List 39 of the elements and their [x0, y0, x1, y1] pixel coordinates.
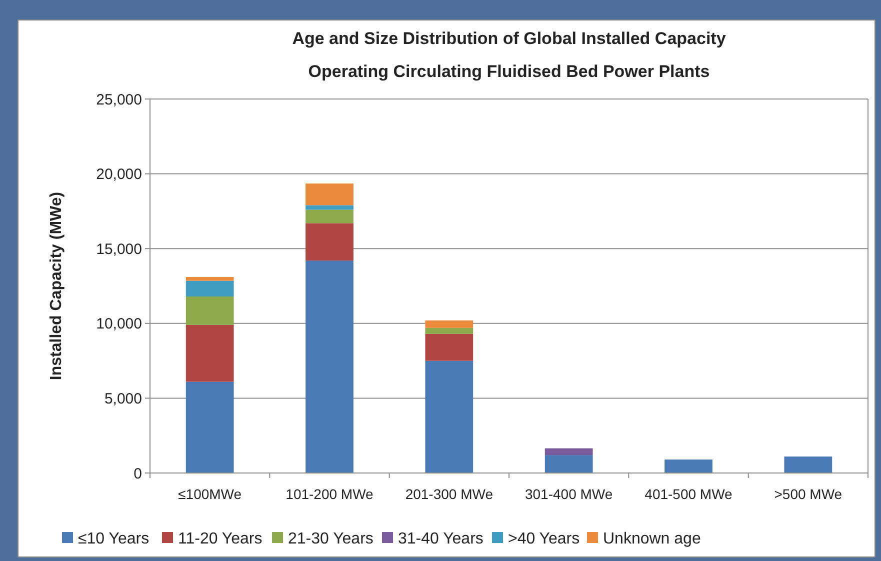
bar	[784, 456, 832, 473]
legend-label: >40 Years	[508, 530, 580, 548]
y-tick-label: 25,000	[96, 91, 142, 108]
legend-label: ≤10 Years	[78, 530, 150, 548]
bar	[186, 324, 234, 382]
bar	[425, 328, 474, 334]
chart-title: Age and Size Distribution of Global Installed Capacity	[292, 29, 726, 48]
y-axis-title: Installed Capacity (MWe)	[48, 192, 65, 380]
legend-label: 31-40 Years	[398, 530, 484, 548]
y-tick-label: 5,000	[104, 390, 142, 408]
bar	[186, 280, 234, 296]
bar	[186, 277, 234, 281]
bar	[664, 460, 712, 473]
bar	[186, 296, 234, 325]
x-tick-label: 201-300 MWe	[405, 486, 494, 502]
bar	[306, 184, 354, 206]
bar	[425, 334, 474, 361]
bar	[544, 455, 593, 473]
bar	[425, 320, 474, 328]
x-tick-label: 401-500 MWe	[644, 486, 733, 502]
bar	[306, 223, 354, 261]
y-tick-label: 15,000	[96, 240, 142, 258]
legend-label: Unknown age	[603, 530, 701, 548]
x-tick-label: 101-200 MWe	[286, 486, 374, 502]
x-tick-label: ≤100MWe	[178, 486, 242, 502]
bar	[306, 260, 354, 473]
bar	[544, 448, 593, 456]
bar	[425, 360, 474, 473]
chart-subtitle: Operating Circulating Fluidised Bed Power Plants	[308, 62, 710, 81]
x-tick-label: >500 MWe	[774, 486, 842, 502]
y-tick-label: 0	[134, 465, 142, 482]
bar	[186, 382, 234, 473]
bar	[306, 205, 354, 210]
x-tick-label: 301-400 MWe	[524, 486, 613, 502]
legend-label: 11-20 Years	[178, 530, 262, 548]
y-tick-label: 20,000	[96, 166, 142, 184]
legend-label: 21-30 Years	[288, 530, 374, 548]
y-tick-label: 10,000	[96, 316, 142, 333]
bar	[306, 210, 354, 224]
